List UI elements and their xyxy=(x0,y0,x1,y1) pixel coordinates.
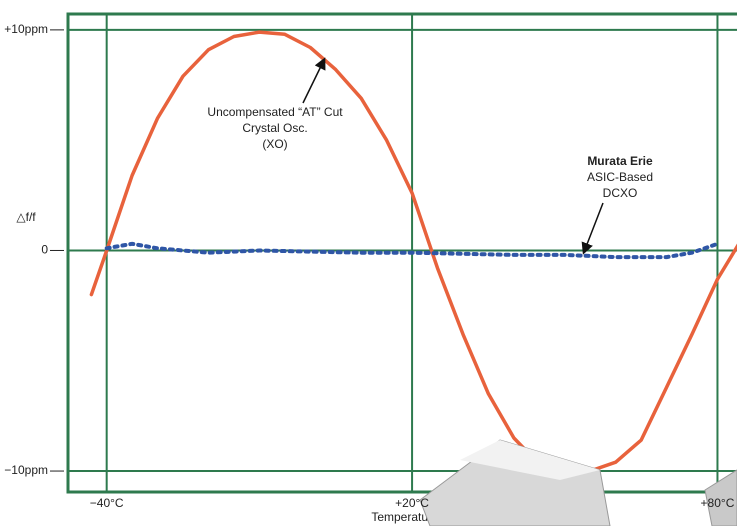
device-photo xyxy=(419,439,737,526)
x-axis-label: Temperature xyxy=(371,510,439,524)
x-tick-label: +80°C xyxy=(701,496,735,510)
annotation-xo: Uncompensated “AT” Cut Crystal Osc. (XO) xyxy=(207,57,343,151)
plot-frame xyxy=(66,12,737,494)
series-line xyxy=(89,30,737,473)
annotation-line: ASIC-Based xyxy=(587,170,653,184)
y-axis-label: △f/f xyxy=(16,210,36,224)
annotation-line: Crystal Osc. xyxy=(242,121,307,135)
annotation-dcxo: Murata Erie ASIC-Based DCXO xyxy=(581,154,653,255)
y-tick-label: 0 xyxy=(41,243,48,257)
plot-area xyxy=(89,30,737,473)
annotation-line: Uncompensated “AT” Cut xyxy=(207,105,343,119)
annotation-line: Murata Erie xyxy=(587,154,653,168)
annotation-line: DCXO xyxy=(603,186,638,200)
annotation-arrow xyxy=(581,202,604,255)
y-tick-label: −10ppm xyxy=(4,463,48,477)
y-tick-label: +10ppm xyxy=(4,22,48,36)
annotation-line: (XO) xyxy=(262,137,287,151)
series-line xyxy=(104,241,720,260)
x-tick-label: +20°C xyxy=(395,496,429,510)
x-tick-label: −40°C xyxy=(90,496,124,510)
annotation-arrow xyxy=(302,57,326,104)
